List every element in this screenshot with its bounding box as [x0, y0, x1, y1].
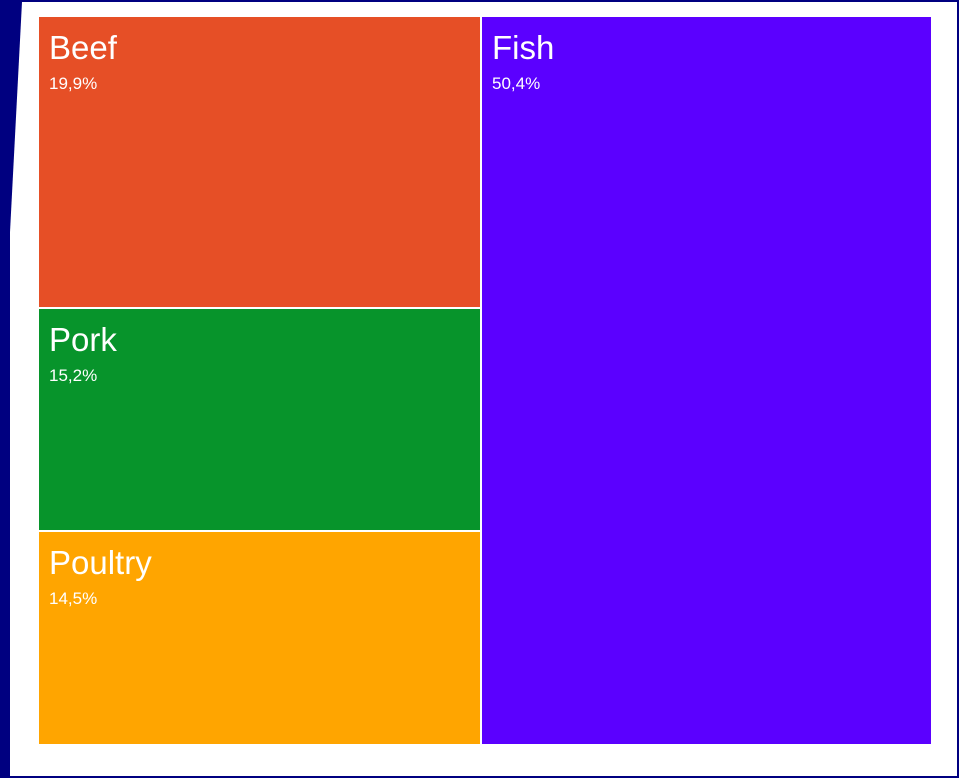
panel-wedge — [10, 2, 22, 232]
tile-percent: 15,2% — [49, 366, 98, 385]
tile-percent: 14,5% — [49, 589, 98, 608]
tile-label: Beef — [49, 29, 117, 66]
tile-percent: 50,4% — [492, 74, 541, 93]
treemap-tile-fish: Fish 50,4% — [481, 16, 932, 745]
treemap-tile-poultry: Poultry 14,5% — [38, 531, 481, 745]
treemap-tile-pork: Pork 15,2% — [38, 308, 481, 531]
treemap-chart: Beef 19,9% Pork 15,2% Poultry 14,5% Fish 50,4% — [38, 16, 932, 745]
tile-percent: 19,9% — [49, 74, 98, 93]
tile-label: Poultry — [49, 544, 152, 581]
tile-label: Pork — [49, 321, 117, 358]
tile-label: Fish — [492, 29, 555, 66]
treemap-tile-beef: Beef 19,9% — [38, 16, 481, 308]
